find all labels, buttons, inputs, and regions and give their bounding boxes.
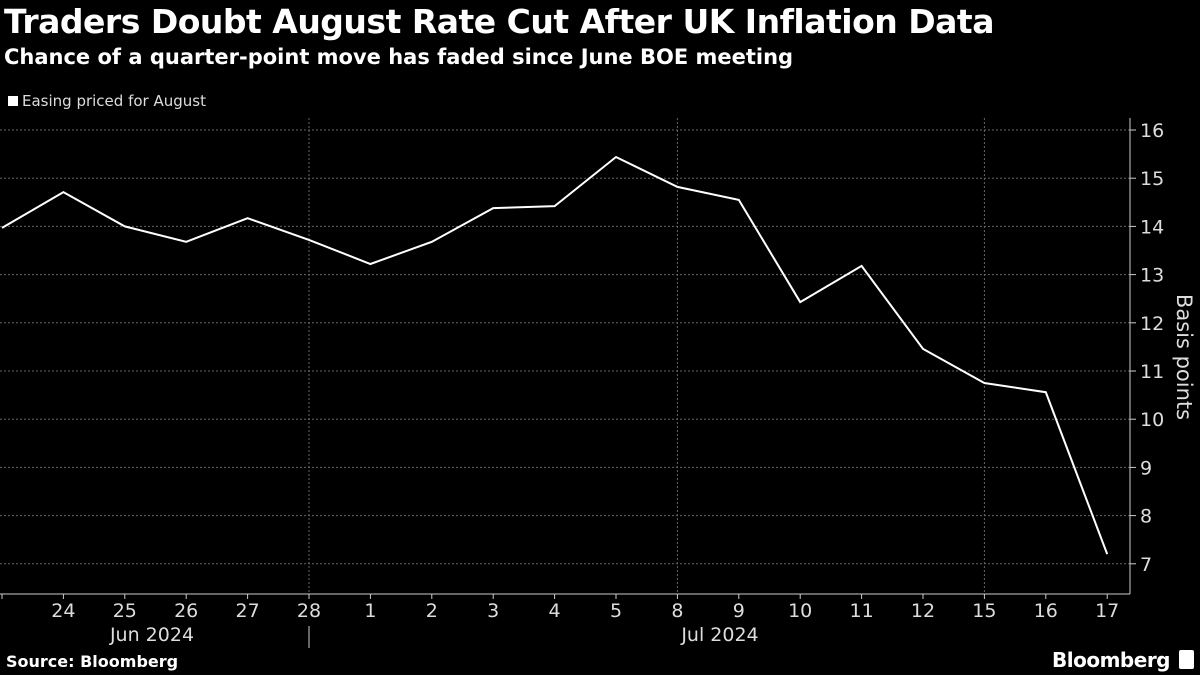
y-axis-label: Basis points	[1172, 294, 1196, 420]
x-tick-label: 27	[236, 600, 260, 622]
x-tick-label: 26	[174, 600, 198, 622]
x-tick-label: 15	[972, 600, 996, 622]
x-tick-label: 2	[426, 600, 438, 622]
x-tick-label: 16	[1034, 600, 1058, 622]
y-tick-label: 12	[1140, 313, 1164, 335]
y-tick-label: 13	[1140, 265, 1164, 287]
y-tick-label: 10	[1140, 409, 1164, 431]
y-tick-label: 11	[1140, 361, 1164, 383]
x-tick-label: 28	[297, 600, 321, 622]
x-tick-label: 24	[51, 600, 75, 622]
x-tick-label: 17	[1095, 600, 1119, 622]
y-tick-label: 14	[1140, 216, 1164, 238]
y-tick-label: 8	[1140, 506, 1152, 528]
y-tick-label: 15	[1140, 168, 1164, 190]
x-tick-label: 4	[549, 600, 561, 622]
y-tick-label: 7	[1140, 554, 1152, 576]
x-tick-label: 25	[113, 600, 137, 622]
x-tick-label: 11	[850, 600, 874, 622]
x-tick-label: 12	[911, 600, 935, 622]
legend: Easing priced for August	[8, 92, 206, 110]
x-tick-label: 10	[788, 600, 812, 622]
chart-title: Traders Doubt August Rate Cut After UK I…	[4, 2, 994, 41]
legend-label: Easing priced for August	[22, 92, 206, 110]
month-label: Jun 2024	[109, 624, 194, 646]
x-tick-label: 1	[364, 600, 376, 622]
month-label: Jul 2024	[680, 624, 758, 646]
x-tick-label: 9	[733, 600, 745, 622]
legend-swatch	[8, 96, 18, 106]
bloomberg-icon	[1179, 650, 1194, 669]
y-tick-label: 9	[1140, 457, 1152, 479]
x-tick-label: 8	[671, 600, 683, 622]
bloomberg-logo: Bloomberg	[1052, 648, 1170, 672]
x-tick-label: 3	[487, 600, 499, 622]
source-note: Source: Bloomberg	[6, 652, 179, 671]
chart-subtitle: Chance of a quarter-point move has faded…	[4, 45, 794, 69]
y-tick-label: 16	[1140, 120, 1164, 142]
x-tick-label: 5	[610, 600, 622, 622]
series-line	[1, 155, 1109, 555]
